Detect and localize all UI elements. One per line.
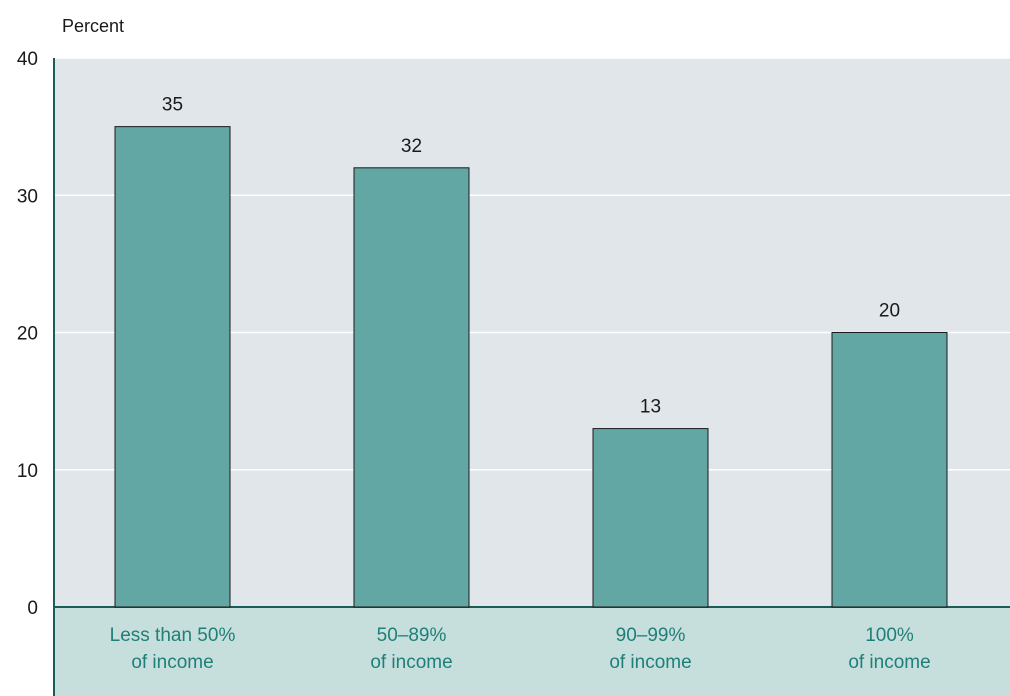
category-label: of income <box>131 652 213 673</box>
y-tick-labels: 0 10 20 30 40 <box>17 49 38 619</box>
bar <box>592 428 709 608</box>
data-label: 32 <box>401 136 422 157</box>
category-label: of income <box>848 652 930 673</box>
category-label: Less than 50% <box>110 625 236 646</box>
data-label: 35 <box>162 95 183 116</box>
category-label: of income <box>370 652 452 673</box>
y-axis-title: Percent <box>62 16 124 36</box>
data-label: 13 <box>640 397 661 418</box>
y-tick-label: 40 <box>17 49 38 70</box>
bars <box>114 126 948 608</box>
y-tick-label: 20 <box>17 324 38 345</box>
bar <box>831 332 948 608</box>
y-tick-label: 10 <box>17 461 38 482</box>
category-band <box>54 607 1010 696</box>
category-labels: Less than 50% of income 50–89% of income 90–… <box>110 625 931 673</box>
data-labels: 35 32 13 20 <box>162 95 900 418</box>
category-label: 50–89% <box>377 625 447 646</box>
category-label: of income <box>609 652 691 673</box>
y-tick-label: 30 <box>17 186 38 207</box>
category-label: 100% <box>865 625 914 646</box>
category-label: 90–99% <box>616 625 686 646</box>
data-label: 20 <box>879 301 900 322</box>
bar <box>114 126 231 608</box>
y-tick-label: 0 <box>27 598 38 619</box>
bar <box>353 167 470 608</box>
